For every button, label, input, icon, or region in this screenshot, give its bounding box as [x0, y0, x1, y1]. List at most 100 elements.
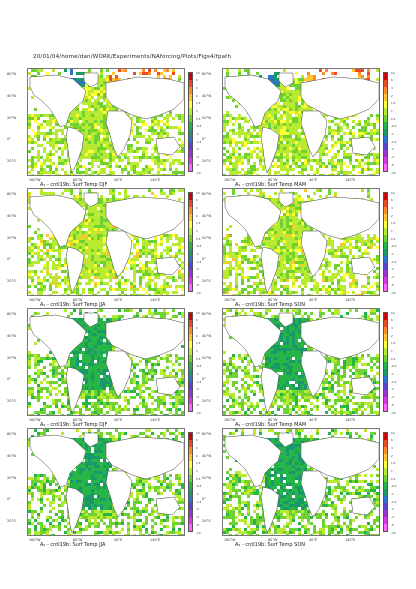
anomaly-cell: [184, 138, 185, 141]
anomaly-cell: [319, 150, 322, 153]
anomaly-cell: [295, 276, 298, 279]
anomaly-cell: [238, 252, 241, 255]
temperature-anomaly-map: [222, 68, 380, 176]
anomaly-cell: [229, 243, 232, 246]
anomaly-cell: [97, 369, 100, 372]
anomaly-cell: [97, 270, 100, 273]
anomaly-cell: [130, 234, 133, 237]
anomaly-cell: [334, 153, 337, 156]
anomaly-cell: [376, 117, 379, 120]
anomaly-cell: [250, 276, 253, 279]
anomaly-cell: [184, 324, 185, 327]
anomaly-cell: [301, 99, 304, 102]
anomaly-cell: [376, 285, 379, 288]
anomaly-cell: [52, 147, 55, 150]
anomaly-cell: [370, 135, 373, 138]
coastline: [83, 192, 99, 208]
anomaly-cell: [298, 138, 301, 141]
anomaly-cell: [37, 261, 40, 264]
anomaly-cell: [28, 360, 31, 363]
anomaly-cell: [340, 144, 343, 147]
anomaly-cell: [277, 72, 280, 75]
anomaly-cell: [370, 294, 373, 295]
anomaly-cell: [94, 327, 97, 330]
anomaly-cell: [103, 288, 106, 291]
anomaly-cell: [223, 243, 226, 246]
anomaly-cell: [340, 141, 343, 144]
anomaly-cell: [100, 240, 103, 243]
anomaly-cell: [100, 87, 103, 90]
anomaly-cell: [82, 156, 85, 159]
anomaly-cell: [76, 243, 79, 246]
anomaly-cell: [148, 282, 151, 285]
anomaly-cell: [259, 129, 262, 132]
anomaly-cell: [271, 123, 274, 126]
anomaly-cell: [28, 192, 31, 195]
anomaly-cell: [379, 105, 380, 108]
anomaly-cell: [37, 252, 40, 255]
anomaly-cell: [244, 117, 247, 120]
anomaly-cell: [43, 240, 46, 243]
anomaly-cell: [349, 285, 352, 288]
anomaly-cell: [88, 69, 91, 72]
anomaly-cell: [325, 69, 328, 72]
anomaly-cell: [160, 243, 163, 246]
anomaly-cell: [82, 126, 85, 129]
anomaly-cell: [100, 171, 103, 174]
anomaly-cell: [295, 147, 298, 150]
anomaly-cell: [355, 153, 358, 156]
anomaly-cell: [304, 168, 307, 171]
anomaly-cell: [259, 141, 262, 144]
anomaly-cell: [166, 234, 169, 237]
anomaly-cell: [247, 267, 250, 270]
anomaly-cell: [286, 168, 289, 171]
anomaly-cell: [343, 117, 346, 120]
anomaly-cell: [223, 261, 226, 264]
anomaly-cell: [250, 291, 253, 294]
anomaly-cell: [178, 270, 181, 273]
anomaly-cell: [184, 168, 185, 171]
anomaly-cell: [64, 291, 67, 294]
anomaly-cell: [280, 168, 283, 171]
anomaly-cell: [163, 372, 166, 375]
anomaly-cell: [64, 144, 67, 147]
anomaly-cell: [34, 108, 37, 111]
anomaly-cell: [88, 210, 91, 213]
anomaly-cell: [226, 234, 229, 237]
anomaly-cell: [130, 267, 133, 270]
anomaly-cell: [364, 120, 367, 123]
anomaly-cell: [292, 243, 295, 246]
anomaly-cell: [58, 72, 61, 75]
anomaly-cell: [103, 273, 106, 276]
anomaly-cell: [229, 261, 232, 264]
anomaly-cell: [37, 126, 40, 129]
anomaly-cell: [154, 69, 157, 72]
colorbar-tick-label: -1: [391, 252, 394, 257]
anomaly-cell: [280, 132, 283, 135]
colorbar-segment: [189, 122, 192, 129]
anomaly-cell: [223, 126, 226, 129]
anomaly-cell: [298, 231, 301, 234]
anomaly-cell: [55, 279, 58, 282]
anomaly-cell: [286, 174, 289, 175]
anomaly-cell: [295, 261, 298, 264]
anomaly-cell: [100, 141, 103, 144]
anomaly-cell: [280, 279, 283, 282]
anomaly-cell: [97, 150, 100, 153]
anomaly-cell: [82, 252, 85, 255]
anomaly-cell: [103, 333, 106, 336]
anomaly-cell: [106, 228, 109, 231]
anomaly-cell: [76, 231, 79, 234]
anomaly-cell: [283, 99, 286, 102]
anomaly-cell: [112, 345, 115, 348]
anomaly-cell: [280, 144, 283, 147]
anomaly-cell: [121, 282, 124, 285]
anomaly-cell: [349, 249, 352, 252]
anomaly-cell: [100, 249, 103, 252]
anomaly-cell: [238, 159, 241, 162]
anomaly-cell: [367, 276, 370, 279]
anomaly-cell: [49, 120, 52, 123]
anomaly-cell: [82, 243, 85, 246]
anomaly-cell: [283, 207, 286, 210]
anomaly-cell: [280, 237, 283, 240]
